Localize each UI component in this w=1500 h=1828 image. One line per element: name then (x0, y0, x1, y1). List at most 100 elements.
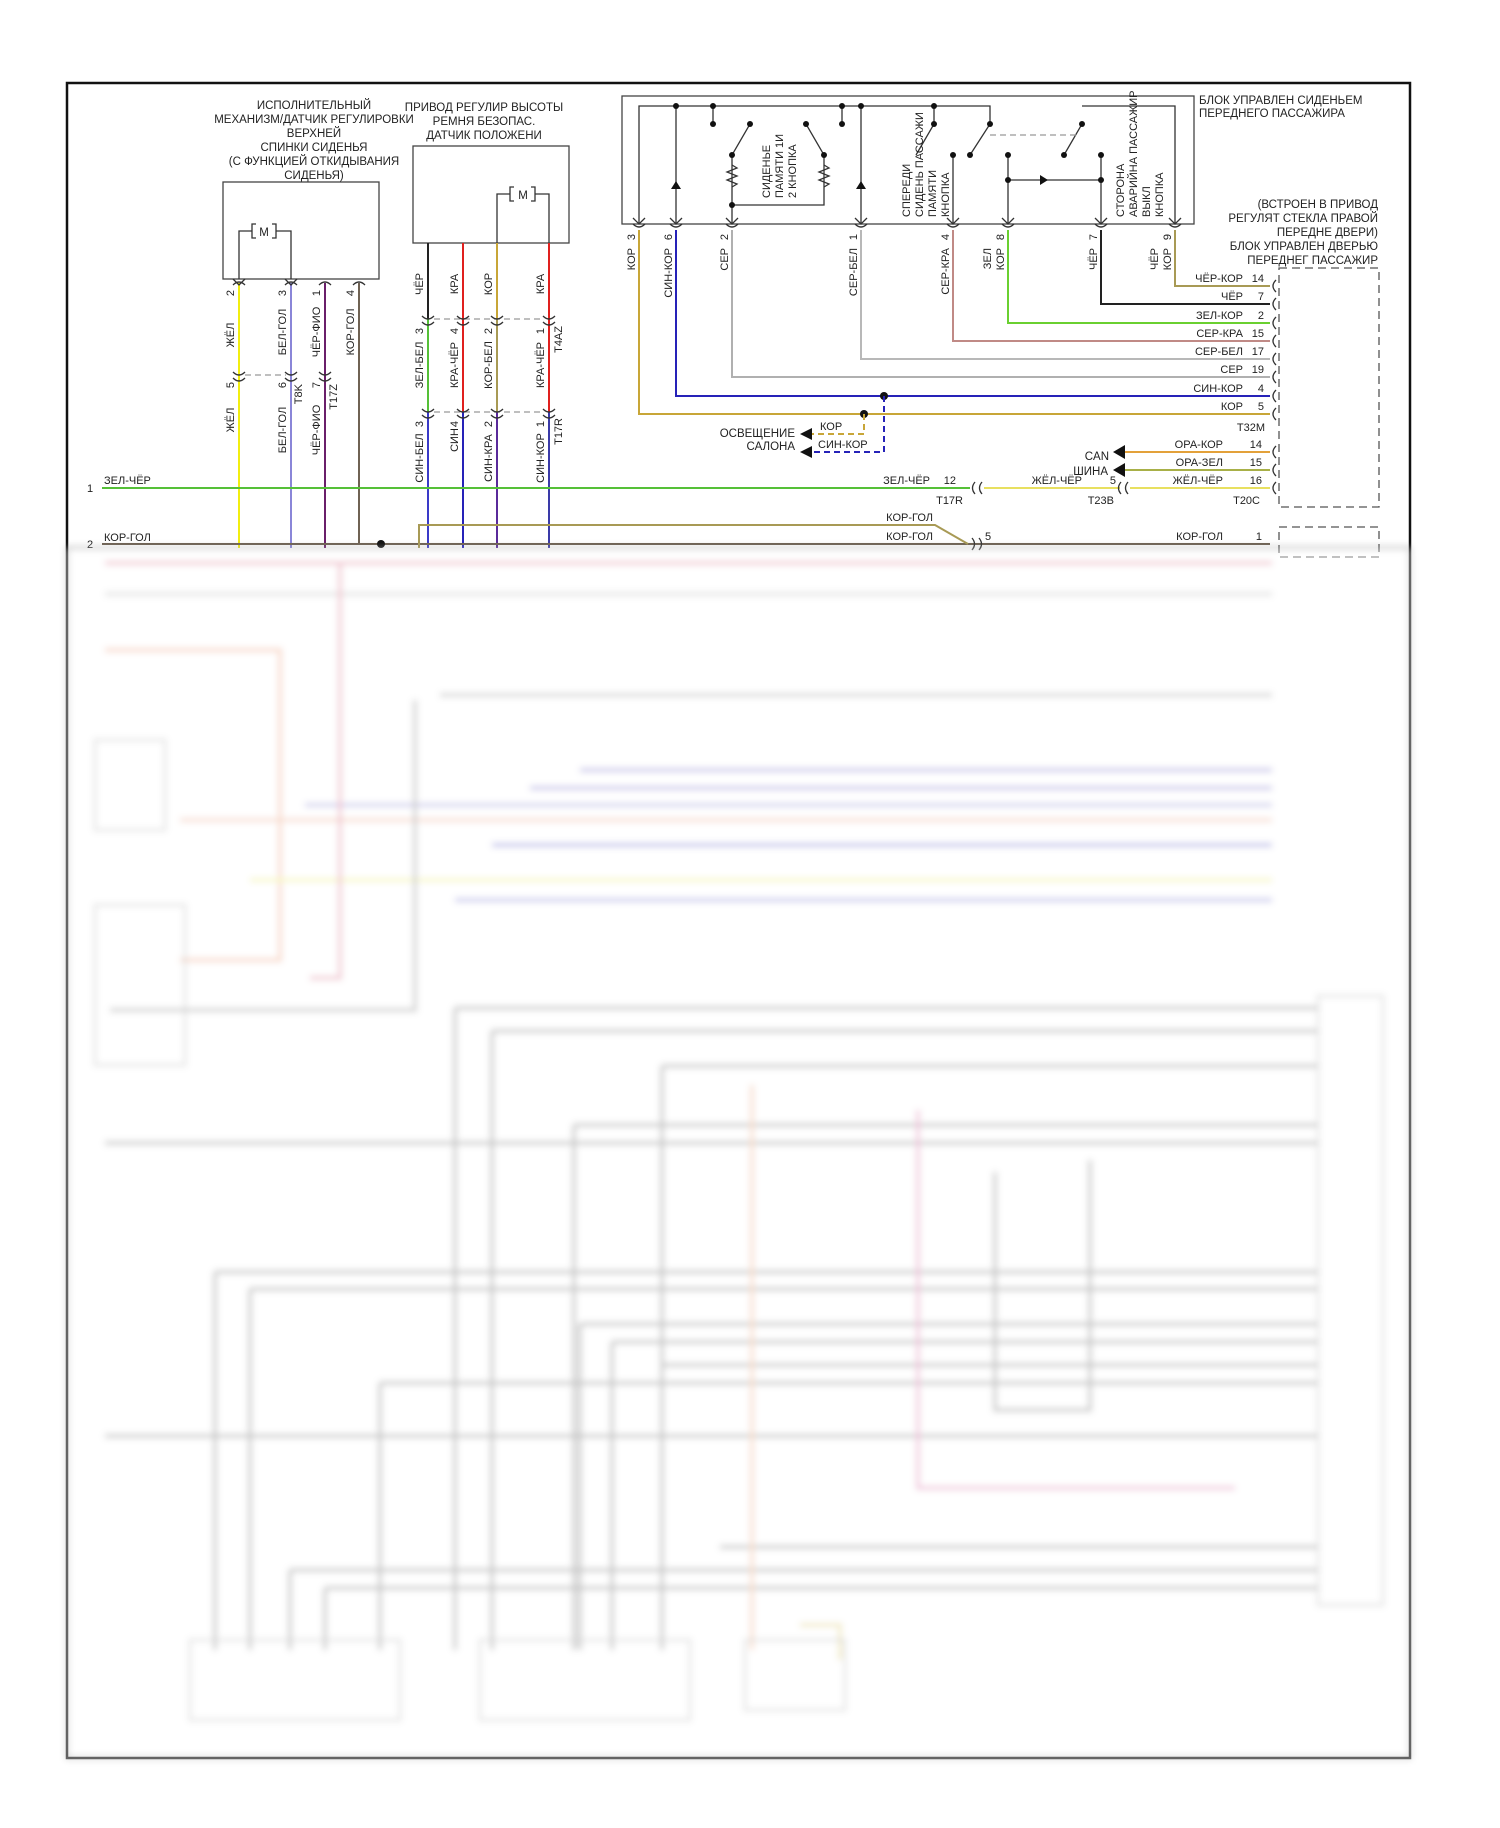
pin-number: 5 (225, 382, 237, 388)
pin-number: 5 (1258, 401, 1264, 413)
pin-number: 12 (944, 475, 956, 487)
pin-number: 6 (663, 234, 675, 240)
block2-title-line: РЕМНЯ БЕЗОПАС. (433, 116, 536, 128)
wire-label: ЗЕЛ-БЕЛ (414, 342, 426, 389)
wire-gray-white (860, 230, 1270, 360)
can-label: ШИНА (1073, 466, 1108, 478)
wire-label: СИН-КРА (483, 433, 495, 481)
wire-label: СИН-КОР (818, 439, 868, 451)
can-label: CAN (1085, 451, 1109, 463)
switch-label: СИДЕНЬЕ (761, 145, 773, 198)
pin-number: 7 (1258, 291, 1264, 303)
wire-label: ЗЕЛ (982, 248, 994, 269)
pin-number: 4 (449, 328, 461, 334)
wire-label: ЧЁР-КОР (1195, 273, 1243, 285)
door-title-line: ПЕРЕДНЕ ДВЕРИ) (1277, 227, 1378, 239)
connector-label: T4AZ (553, 326, 565, 353)
seat-back-actuator: ИСПОЛНИТЕЛЬНЫЙ МЕХАНИЗМ/ДАТЧИК РЕГУЛИРОВ… (214, 99, 414, 548)
pin-number: 16 (1250, 475, 1262, 487)
switch-label: СИДЕНЬ ПАССАЖИ (914, 112, 926, 217)
pin-number: 3 (414, 421, 426, 427)
wire-label: СЕР (719, 248, 731, 271)
connector-label: T32M (1237, 422, 1265, 434)
wire-label: СЕР-КРА (940, 247, 952, 294)
door-title-line: (ВСТРОЕН В ПРИВОД (1258, 199, 1379, 211)
block3-box (621, 95, 1195, 225)
wire-label: КОР-ГОЛ (886, 531, 933, 543)
pin-number: 4 (940, 234, 952, 240)
block1-title-line: ВЕРХНЕЙ (287, 127, 341, 140)
pin-number: 17 (1252, 346, 1264, 358)
wire-label: СИН-КОР (1193, 383, 1243, 395)
pin-number: 9 (1162, 234, 1174, 240)
connector-pin (1272, 407, 1277, 421)
connector-pins (632, 217, 1182, 228)
wire-label: ЖЁЛ-ЧЁР (1173, 475, 1223, 487)
wire-label: ЧЁР-ФИО (311, 306, 323, 357)
wire-green-brown (1007, 230, 1270, 324)
connector-pins (421, 315, 556, 419)
pin-number: 2 (719, 234, 731, 240)
wire-label: КОР (995, 248, 1007, 270)
pin-number: 2 (225, 290, 237, 296)
pin-number: 2 (1258, 310, 1264, 322)
arrow-left-icon (800, 428, 812, 458)
wire-label: КОР (483, 273, 495, 295)
rail-number: 2 (87, 539, 93, 551)
pin-number: 14 (1252, 273, 1264, 285)
wire-label: ЧЁР (1221, 291, 1243, 303)
interior-light-label: САЛОНА (747, 441, 796, 453)
block3-title-line: ПЕРЕДНЕГО ПАССАЖИРА (1199, 108, 1345, 120)
connector-pin (1272, 297, 1277, 311)
switch-label: ВЫКЛ (1141, 186, 1153, 217)
belt-height-adjuster: ПРИВОД РЕГУЛИР ВЫСОТЫ РЕМНЯ БЕЗОПАС. ДАТ… (405, 102, 570, 548)
wire-label: СИН-КОР (663, 248, 675, 298)
connector-pin (1272, 389, 1277, 403)
motor-label: M (518, 190, 528, 202)
pin-number: 4 (1258, 383, 1264, 395)
block1-title-line: ИСПОЛНИТЕЛЬНЫЙ (257, 99, 371, 112)
block2-title-line: ПРИВОД РЕГУЛИР ВЫСОТЫ (405, 102, 563, 114)
connector-label: T8K (293, 383, 305, 404)
motor-icon: M (496, 186, 550, 243)
pin-number: 1 (1256, 531, 1262, 543)
pin-number: 1 (311, 290, 323, 296)
pin-number: 5 (1110, 475, 1116, 487)
wire-gray-red (952, 230, 1270, 342)
pin-number: 1 (535, 421, 547, 427)
block1-title-line: (С ФУНКЦИЕЙ ОТКИДЫВАНИЯ (229, 155, 400, 168)
arrow-left-icon (1113, 445, 1125, 477)
switch-label: ПАМЯТИ 1И (774, 134, 786, 198)
door-module-box (1278, 267, 1380, 508)
connector-label: T23B (1088, 495, 1114, 507)
pin-number: 7 (311, 382, 323, 388)
motor-icon: M (238, 223, 292, 279)
block3-title-line: БЛОК УПРАВЛЕН СИДЕНЬЕМ (1199, 95, 1362, 107)
wire-label: ЖЁЛ (225, 408, 237, 433)
wire-label: КОР (1221, 401, 1243, 413)
pin-number: 19 (1252, 364, 1264, 376)
passenger-seat-control-unit: БЛОК УПРАВЛЕН СИДЕНЬЕМ ПЕРЕДНЕГО ПАССАЖИ… (621, 90, 1362, 418)
wire-label: СЕР-БЕЛ (1195, 346, 1243, 358)
block1-box (222, 181, 380, 280)
interior-light-label: ОСВЕЩЕНИЕ (720, 428, 796, 440)
pin-number: 3 (626, 234, 638, 240)
wire-label: ЧЁР (1149, 248, 1161, 270)
block1-title-line: МЕХАНИЗМ/ДАТЧИК РЕГУЛИРОВКИ (214, 114, 414, 126)
switch-label: КНОПКА (1154, 172, 1166, 217)
door-control-unit: (ВСТРОЕН В ПРИВОД РЕГУЛЯТ СТЕКЛА ПРАВОЙ … (1073, 199, 1380, 558)
wire-black-brown (1174, 230, 1270, 287)
wire-label: КРА (535, 273, 547, 294)
wire-label: ОРА-ЗЕЛ (1176, 457, 1223, 469)
rail-label: КОР-ГОЛ (104, 532, 151, 544)
pin-number: 4 (449, 421, 461, 427)
motor-label: M (259, 227, 269, 239)
wire-label: КРА-ЧЁР (449, 342, 461, 388)
connector-label: T17R (936, 495, 963, 507)
wire-black (1100, 230, 1270, 305)
wire-gray (731, 230, 1270, 378)
wire-label: ЗЕЛ-КОР (1196, 310, 1243, 322)
connector-pins (232, 278, 366, 382)
wire-label: КРА (449, 273, 461, 294)
